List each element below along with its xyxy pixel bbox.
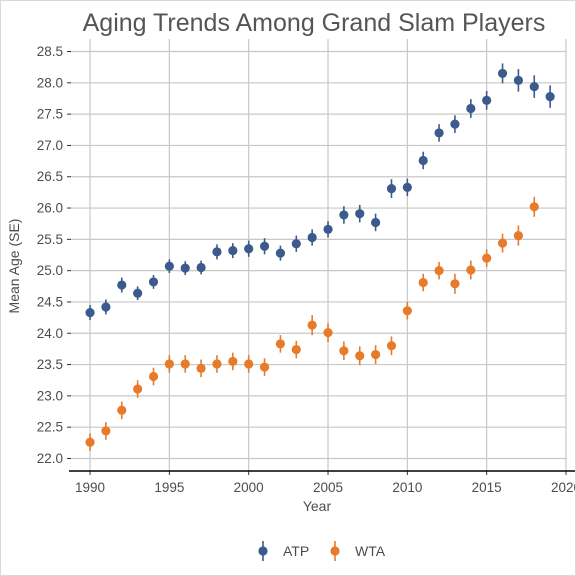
x-tick-label: 2000 bbox=[234, 480, 264, 495]
atp-point bbox=[386, 184, 397, 194]
x-tick-label: 1995 bbox=[154, 480, 184, 495]
atp-point bbox=[307, 232, 317, 243]
grid-lines bbox=[71, 39, 567, 471]
y-tick-label: 24.5 bbox=[37, 294, 63, 309]
legend-swatch-point bbox=[258, 546, 268, 556]
x-tick-labels: 1990 1995 2000 2005 2010 2015 2020 bbox=[75, 480, 575, 495]
y-tick-label: 22.0 bbox=[37, 451, 63, 466]
wta-point bbox=[180, 359, 190, 369]
y-tick-label: 23.5 bbox=[37, 357, 63, 372]
atp-point bbox=[275, 248, 286, 258]
atp-point bbox=[418, 155, 428, 166]
atp-point bbox=[545, 92, 555, 102]
wta-point bbox=[355, 351, 365, 361]
atp-point bbox=[402, 182, 412, 192]
atp-point bbox=[323, 224, 333, 234]
wta-point bbox=[101, 426, 111, 436]
legend-item-wta: WTA bbox=[330, 541, 386, 561]
wta-point bbox=[386, 341, 397, 351]
wta-point bbox=[85, 437, 95, 447]
atp-point bbox=[117, 280, 127, 290]
wta-point bbox=[117, 405, 127, 415]
atp-point bbox=[339, 210, 349, 220]
wta-point bbox=[323, 328, 333, 338]
atp-point bbox=[291, 239, 301, 249]
y-tick-label: 27.5 bbox=[37, 107, 63, 122]
wta-point bbox=[371, 349, 381, 360]
atp-point bbox=[355, 209, 365, 219]
x-tick-label: 2020 bbox=[551, 480, 575, 495]
wta-point bbox=[434, 266, 444, 276]
wta-point bbox=[529, 202, 539, 212]
x-axis-title: Year bbox=[303, 498, 332, 514]
wta-point bbox=[339, 346, 349, 356]
atp-point bbox=[228, 246, 238, 256]
wta-point bbox=[450, 279, 460, 289]
wta-point bbox=[228, 356, 238, 367]
wta-point bbox=[402, 306, 412, 316]
wta-point bbox=[466, 265, 476, 275]
wta-point bbox=[513, 230, 524, 241]
atp-point bbox=[466, 103, 476, 114]
y-tick-label: 23.0 bbox=[37, 388, 63, 403]
atp-point bbox=[164, 261, 174, 271]
wta-point bbox=[244, 359, 254, 369]
legend-swatch-point bbox=[330, 546, 340, 556]
y-tick-label: 28.0 bbox=[37, 75, 63, 90]
atp-point bbox=[482, 95, 492, 105]
wta-point bbox=[418, 277, 428, 288]
atp-point bbox=[371, 217, 381, 228]
wta-point bbox=[133, 384, 143, 394]
wta-point bbox=[212, 359, 222, 369]
atp-point bbox=[85, 308, 95, 318]
y-tick-label: 27.0 bbox=[37, 138, 63, 153]
wta-point bbox=[148, 371, 159, 382]
x-tick-label: 1990 bbox=[75, 480, 105, 495]
wta-point bbox=[482, 253, 492, 263]
x-tick-label: 2015 bbox=[472, 480, 502, 495]
atp-point bbox=[212, 247, 222, 257]
atp-point bbox=[180, 263, 190, 273]
legend-item-atp: ATP bbox=[258, 541, 309, 561]
series-layer bbox=[85, 63, 555, 451]
x-tick-label: 2010 bbox=[392, 480, 422, 495]
y-tick-label: 24.0 bbox=[37, 326, 63, 341]
atp-point bbox=[148, 277, 159, 287]
y-tick-labels: 22.0 22.5 23.0 23.5 24.0 24.5 25.0 25.5 26.0 26.5… bbox=[37, 44, 63, 466]
atp-point bbox=[259, 241, 270, 251]
wta-point bbox=[307, 320, 317, 330]
wta-point bbox=[291, 344, 301, 355]
wta-point bbox=[259, 362, 270, 372]
series-atp bbox=[85, 63, 555, 321]
series-wta bbox=[85, 196, 539, 451]
y-tick-label: 25.5 bbox=[37, 232, 63, 247]
axis-ticks bbox=[67, 51, 567, 475]
atp-point bbox=[244, 244, 254, 254]
atp-point bbox=[133, 288, 143, 298]
legend-label: ATP bbox=[283, 543, 309, 559]
atp-point bbox=[434, 128, 444, 138]
y-tick-label: 25.0 bbox=[37, 263, 63, 278]
wta-point bbox=[196, 363, 206, 373]
wta-point bbox=[497, 238, 508, 248]
y-tick-label: 28.5 bbox=[37, 44, 63, 59]
wta-point bbox=[164, 359, 174, 369]
atp-point bbox=[101, 302, 111, 312]
atp-point bbox=[529, 81, 539, 92]
atp-point bbox=[196, 262, 206, 273]
legend: ATP WTA bbox=[258, 541, 386, 561]
y-axis-title: Mean Age (SE) bbox=[6, 219, 22, 314]
y-tick-label: 26.0 bbox=[37, 201, 63, 216]
y-tick-label: 22.5 bbox=[37, 420, 63, 435]
wta-point bbox=[275, 339, 286, 349]
chart-title: Aging Trends Among Grand Slam Players bbox=[83, 9, 546, 37]
atp-point bbox=[497, 68, 508, 79]
legend-label: WTA bbox=[355, 543, 386, 559]
x-tick-label: 2005 bbox=[313, 480, 343, 495]
atp-point bbox=[513, 75, 524, 85]
y-tick-label: 26.5 bbox=[37, 169, 63, 184]
atp-point bbox=[450, 119, 460, 129]
